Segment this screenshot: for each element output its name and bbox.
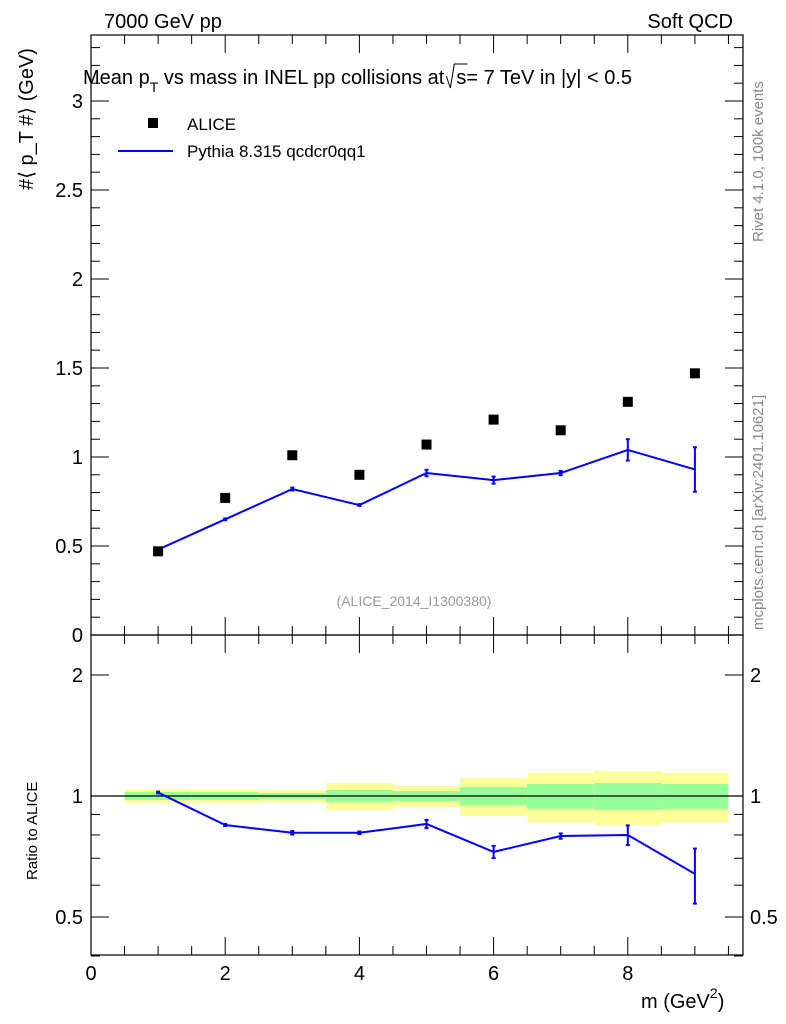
x-tick-label: 2 <box>220 963 231 985</box>
pythia-line <box>157 448 696 551</box>
ratio-y-tick-label-right: 0.5 <box>750 907 778 929</box>
y-tick-label: 3 <box>72 91 83 113</box>
chart-title-subscript: T <box>150 79 159 95</box>
chart-title-sqrt-arg: s <box>456 67 466 89</box>
alice-data-point <box>153 546 164 557</box>
x-axis-label-superscript: 2 <box>710 985 718 1001</box>
ratio-y-label: Ratio to ALICE <box>24 782 41 880</box>
x-axis-label: m (GeV2) <box>641 985 724 1013</box>
y-label: #⟨ p_T #⟩ (GeV) <box>16 48 38 190</box>
legend-alice-marker <box>148 118 158 128</box>
y-tick-label: 0.5 <box>55 536 83 558</box>
chart-title: Mean pT vs mass in INEL pp collisions at… <box>83 67 632 95</box>
ratio-y-tick-label: 2 <box>72 665 83 687</box>
x-tick-label: 6 <box>488 963 499 985</box>
ratio-plot-frame <box>90 634 744 956</box>
analysis-watermark: (ALICE_2014_I1300380) <box>337 593 492 609</box>
chart-title-part: = 7 TeV in |y| < 0.5 <box>466 67 632 89</box>
ratio-y-tick-label-right: 2 <box>750 665 761 687</box>
legend-label-pythia: Pythia 8.315 qcdcr0qq1 <box>187 142 366 161</box>
x-tick-label: 8 <box>622 963 633 985</box>
alice-data-point <box>488 414 499 425</box>
x-axis-label-part: ) <box>718 991 725 1013</box>
y-tick-label: 1.5 <box>55 358 83 380</box>
mcplots-label: mcplots.cern.ch [arXiv:2401.10621] <box>750 395 767 630</box>
chart-title-part: Mean p <box>83 67 150 89</box>
legend-label-alice: ALICE <box>187 115 236 134</box>
chart-title-part: vs mass in INEL pp collisions at <box>158 67 444 89</box>
rivet-label-text: Rivet 4.1.0, 100k events <box>750 81 767 242</box>
y-tick-label: 1 <box>72 447 83 469</box>
alice-data-point <box>220 492 231 503</box>
ratio-y-axis-label: Ratio to ALICE <box>24 782 41 880</box>
x-tick-label: 0 <box>85 963 96 985</box>
x-tick-label: 4 <box>354 963 365 985</box>
sqrt-symbol <box>445 63 468 89</box>
main-y-axis-label: #⟨ p_T #⟩ (GeV) <box>16 48 38 190</box>
alice-data-point <box>555 425 566 436</box>
header-energy: 7000 GeV pp <box>104 11 222 33</box>
alice-data-point <box>622 396 633 407</box>
mcplots-label-text: mcplots.cern.ch [arXiv:2401.10621] <box>750 395 767 630</box>
rivet-version-label: Rivet 4.1.0, 100k events <box>750 81 767 242</box>
y-tick-label: 2.5 <box>55 180 83 202</box>
alice-data-point <box>354 469 365 480</box>
alice-data-point <box>689 368 700 379</box>
alice-data-point <box>421 439 432 450</box>
alice-data-point <box>287 450 298 461</box>
x-axis-label-part: m (GeV <box>641 991 711 1013</box>
ratio-y-tick-label: 1 <box>72 786 83 808</box>
y-tick-label: 0 <box>72 625 83 647</box>
y-tick-label: 2 <box>72 269 83 291</box>
ratio-y-tick-label: 0.5 <box>55 907 83 929</box>
header-category: Soft QCD <box>647 11 733 33</box>
ratio-y-tick-label-right: 1 <box>750 786 761 808</box>
